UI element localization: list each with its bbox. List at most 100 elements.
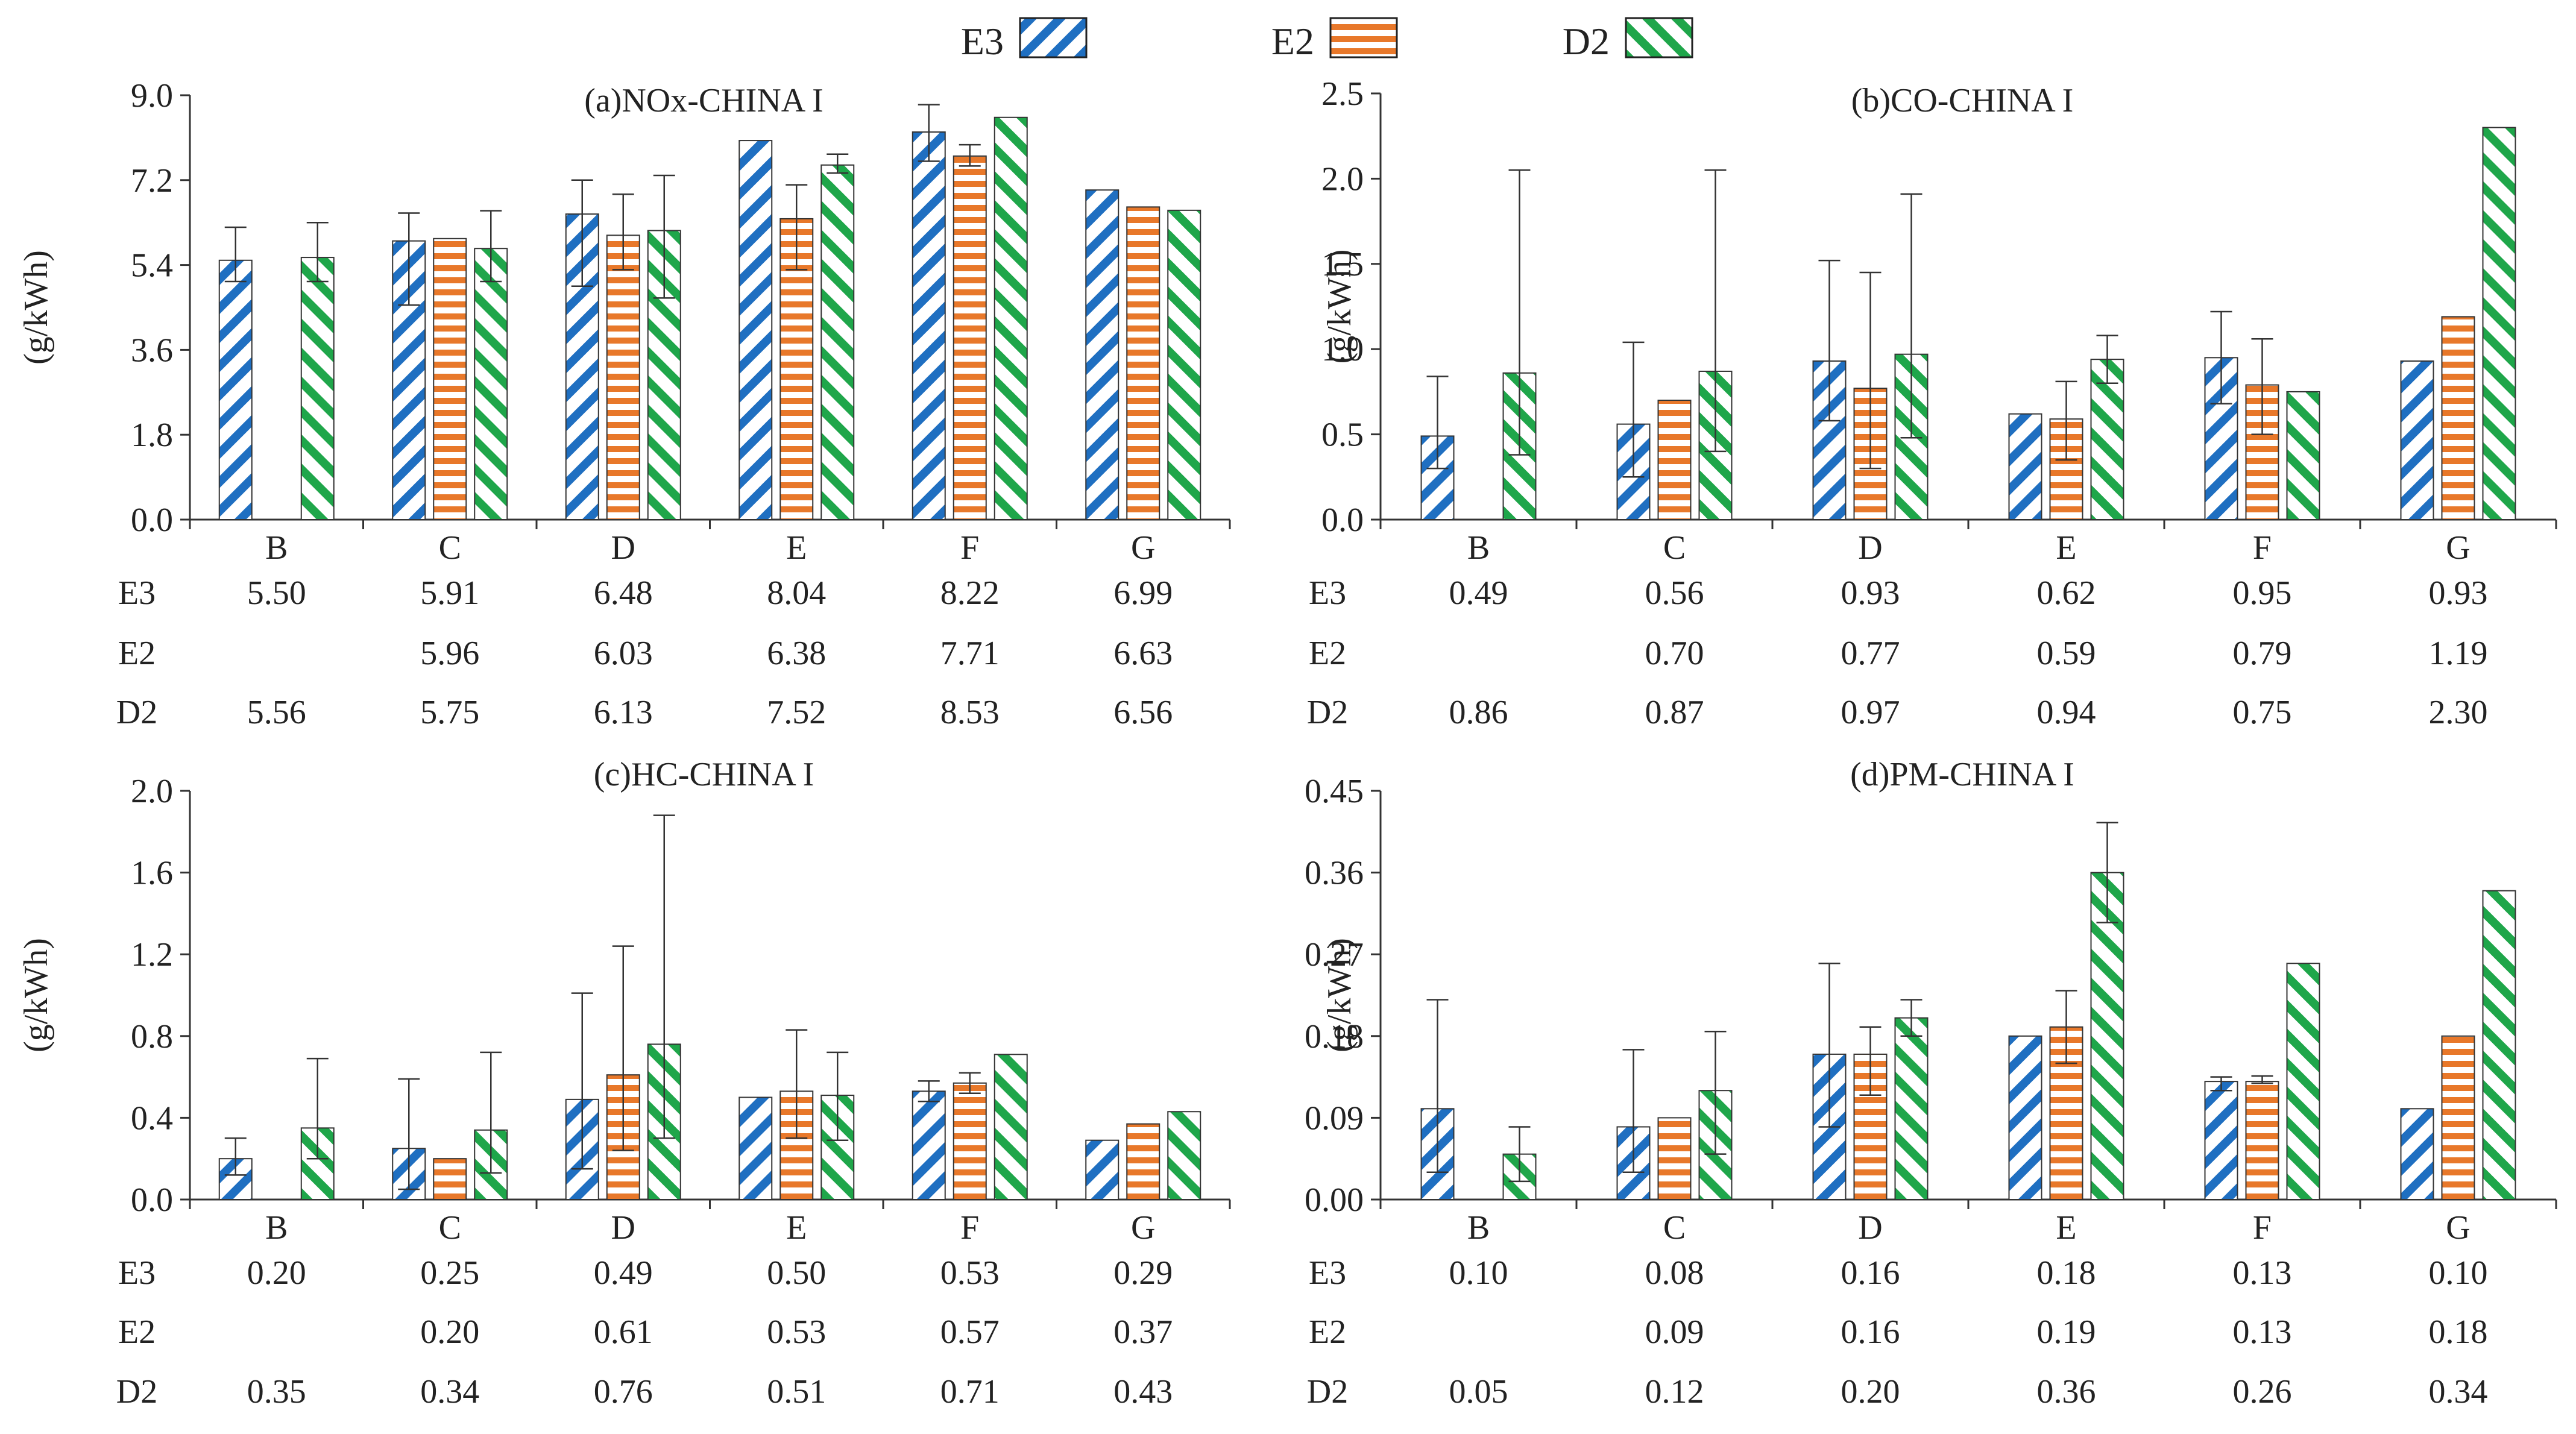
table-cell: 0.76	[594, 1373, 653, 1410]
table-cell: 0.13	[2233, 1254, 2292, 1292]
table-cell: 0.53	[767, 1313, 826, 1351]
table-cell: 0.34	[420, 1373, 479, 1410]
x-tick-label: B	[1467, 1209, 1490, 1247]
bar-e3	[2400, 360, 2434, 520]
x-tick-label: F	[960, 529, 979, 567]
table-cell: 0.56	[1645, 574, 1704, 612]
y-tick-label: 0.0	[1321, 502, 1364, 539]
legend: E3 E2 D2	[961, 17, 1693, 63]
y-tick-label: 1.6	[131, 855, 173, 892]
chart-title: (a)NOx-CHINA I	[584, 82, 824, 119]
bar-e3	[2204, 1081, 2238, 1200]
bar-e2	[1126, 206, 1160, 520]
legend-swatch-e3	[1019, 17, 1088, 58]
table-row-label: E2	[118, 1313, 156, 1351]
x-tick-label: G	[1131, 529, 1155, 567]
table-cell: 7.71	[940, 635, 1000, 672]
y-tick-label: 9.0	[131, 77, 173, 115]
y-tick-label: 0.18	[1305, 1018, 1364, 1055]
table-row-label: D2	[1307, 694, 1348, 731]
table-row-label: D2	[1307, 1373, 1348, 1410]
y-tick-label: 1.8	[131, 417, 173, 454]
bar-e2	[1126, 1123, 1160, 1200]
table-row-label: E2	[1309, 1313, 1346, 1351]
table-cell: 0.09	[1645, 1313, 1704, 1351]
legend-swatch-d2	[1625, 17, 1693, 58]
table-cell: 0.35	[247, 1373, 306, 1410]
legend-label-e3: E3	[961, 20, 1004, 63]
bar-d2	[820, 164, 855, 521]
table-cell: 0.51	[767, 1373, 826, 1410]
table-cell: 0.75	[2233, 694, 2292, 731]
table-cell: 0.49	[594, 1254, 653, 1292]
table-cell: 0.79	[2233, 635, 2292, 672]
y-tick-label: 3.6	[131, 332, 173, 369]
table-cell: 0.71	[940, 1373, 1000, 1410]
y-tick-label: 0.8	[131, 1018, 173, 1055]
bar-d2	[1167, 209, 1201, 520]
table-cell: 6.56	[1113, 694, 1173, 731]
table-cell: 0.43	[1113, 1373, 1173, 1410]
table-cell: 8.04	[767, 574, 826, 612]
chart-title: (b)CO-CHINA I	[1851, 82, 2074, 119]
y-tick-label: 2.5	[1321, 75, 1364, 113]
table-cell: 0.20	[420, 1313, 479, 1351]
table-cell: 0.36	[2037, 1373, 2096, 1410]
x-tick-label: F	[2253, 529, 2272, 567]
legend-swatch-e2	[1329, 17, 1398, 58]
x-tick-label: D	[611, 1209, 635, 1247]
y-axis-label: (g/kWh)	[17, 250, 55, 365]
table-cell: 0.25	[420, 1254, 479, 1292]
bar-d2	[2286, 391, 2320, 521]
table-cell: 0.94	[2037, 694, 2096, 731]
chart-title: (c)HC-CHINA I	[594, 756, 814, 793]
table-row-label: E3	[118, 574, 156, 612]
bar-e3	[1085, 1139, 1120, 1200]
bar-e2	[2441, 316, 2475, 521]
bar-e2	[1657, 1117, 1692, 1201]
x-tick-label: C	[1663, 1209, 1686, 1247]
y-axis-label: (g/kWh)	[1321, 938, 1358, 1052]
bar-e2	[2245, 1081, 2279, 1200]
table-cell: 0.53	[940, 1254, 1000, 1292]
y-tick-label: 0.5	[1321, 417, 1364, 454]
y-tick-label: 2.0	[131, 773, 173, 810]
table-cell: 0.20	[1841, 1373, 1900, 1410]
table-cell: 0.97	[1841, 694, 1900, 731]
y-tick-label: 2.0	[1321, 160, 1364, 198]
table-cell: 0.10	[2429, 1254, 2488, 1292]
table-cell: 0.05	[1449, 1373, 1508, 1410]
table-cell: 7.52	[767, 694, 826, 731]
x-tick-label: B	[265, 1209, 288, 1247]
bar-d2	[2090, 872, 2124, 1200]
table-cell: 0.77	[1841, 635, 1900, 672]
table-cell: 2.30	[2429, 694, 2488, 731]
y-axis-label: (g/kWh)	[1321, 250, 1358, 364]
y-axis-label: (g/kWh)	[17, 938, 55, 1052]
y-tick-label: 0.09	[1305, 1099, 1364, 1137]
x-tick-label: C	[439, 1209, 461, 1247]
bar-e3	[2008, 413, 2042, 520]
table-cell: 5.91	[420, 574, 479, 612]
table-cell: 0.08	[1645, 1254, 1704, 1292]
table-cell: 0.34	[2429, 1373, 2488, 1410]
table-row-label: E3	[1309, 1254, 1346, 1292]
legend-item-e3: E3	[961, 17, 1088, 63]
x-tick-label: E	[2056, 1209, 2076, 1247]
bar-d2	[1167, 1111, 1201, 1200]
table-row-label: D2	[116, 1373, 157, 1410]
table-cell: 6.38	[767, 635, 826, 672]
bar-d2	[994, 116, 1028, 520]
table-cell: 5.75	[420, 694, 479, 731]
table-cell: 6.03	[594, 635, 653, 672]
chart-panel-1: 0.0 1.8 3.6 5.4 7.2 9.0 B C D E F G (a)NOx-CHINA I (g…	[17, 77, 1231, 731]
y-tick-label: 0.36	[1305, 855, 1364, 892]
table-cell: 0.93	[1841, 574, 1900, 612]
x-tick-label: D	[1858, 1209, 1882, 1247]
x-tick-label: D	[611, 529, 635, 567]
bar-e2	[2441, 1035, 2475, 1201]
bar-e3	[2400, 1108, 2434, 1201]
table-cell: 5.56	[247, 694, 306, 731]
bar-d2	[2482, 127, 2516, 520]
table-cell: 0.10	[1449, 1254, 1508, 1292]
